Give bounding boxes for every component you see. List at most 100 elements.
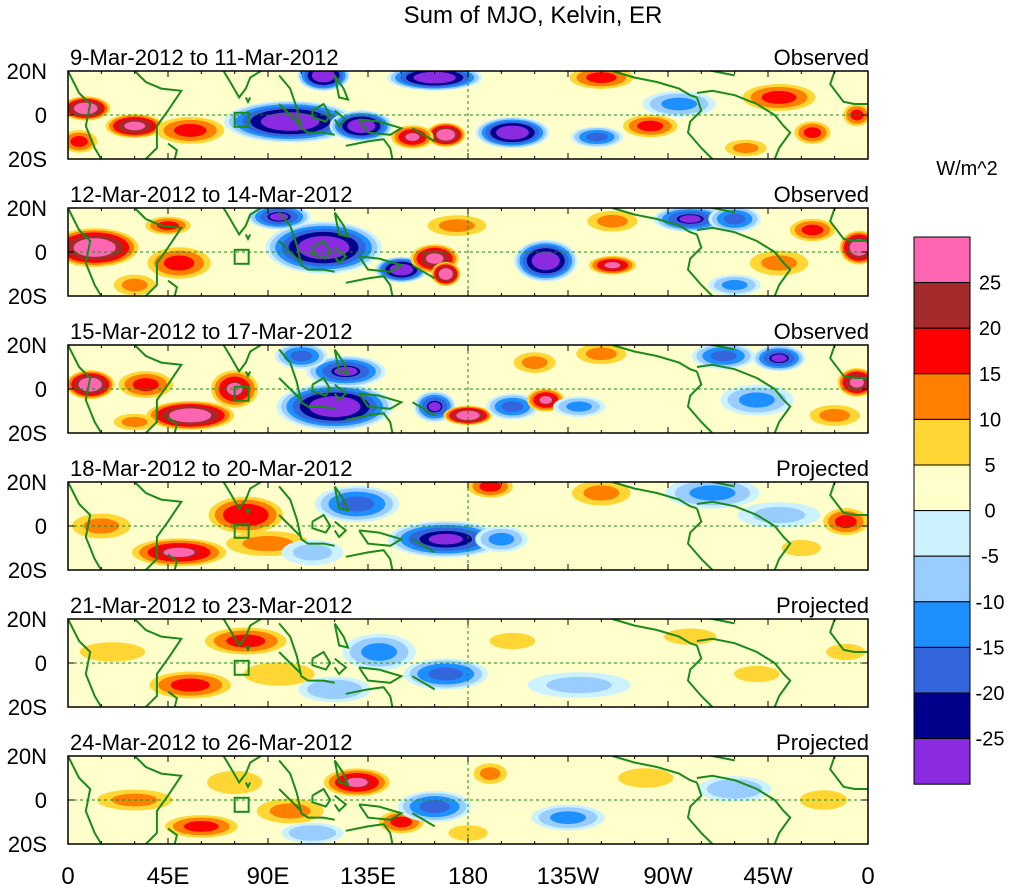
coastline — [311, 787, 332, 808]
y-tick-label: 20N — [7, 470, 47, 495]
coastline — [411, 675, 436, 691]
coastline — [411, 127, 436, 143]
coastline — [311, 650, 332, 671]
contour-extreme — [317, 399, 352, 414]
anomaly-blob — [113, 413, 156, 431]
coastline — [345, 412, 394, 433]
contour-extreme — [539, 396, 552, 404]
anomaly-blob — [314, 485, 399, 523]
anomaly-field — [68, 208, 868, 296]
contour-level — [721, 279, 748, 291]
anomaly-blob — [243, 662, 315, 686]
anomaly-blob — [642, 91, 716, 117]
anomaly-blob — [618, 768, 674, 788]
panel-status: Projected — [776, 593, 869, 618]
contour-level — [292, 544, 333, 561]
colorbar-swatch — [913, 464, 971, 512]
contour-extreme — [460, 412, 476, 419]
coastline — [612, 482, 698, 510]
anomaly-blob — [749, 250, 809, 276]
anomaly-blob — [569, 71, 634, 89]
anomaly-blob — [448, 825, 488, 841]
contour-level — [183, 821, 219, 832]
anomaly-blob — [149, 671, 232, 699]
coastline — [411, 538, 436, 554]
anomaly-blob — [113, 274, 156, 296]
coastline — [133, 208, 184, 296]
contour-level — [170, 678, 210, 692]
anomaly-blob — [275, 345, 328, 370]
anomaly-blob — [692, 345, 756, 370]
contour-level — [597, 214, 628, 228]
x-tick-label: 45W — [743, 863, 793, 889]
panel-5: 20N 0 20S 21-Mar-2012 to 23-Mar-2012 Project… — [7, 593, 869, 720]
anomaly-blob — [720, 384, 794, 416]
contour-extreme — [439, 130, 452, 139]
colorbar-label: -5 — [981, 546, 999, 568]
anomaly-blob — [576, 345, 627, 365]
x-axis: 0 45E 90E 135E 180 135W 90W 45W 0 — [61, 863, 874, 889]
coastline — [167, 827, 179, 844]
contour-level — [288, 825, 337, 841]
anomaly-field — [68, 71, 868, 157]
x-tick-label: 135E — [340, 863, 396, 889]
anomaly-blob — [809, 405, 860, 426]
contour-extreme — [270, 115, 310, 128]
coastline — [244, 233, 252, 242]
contour-level — [546, 676, 612, 694]
anomaly-blob — [839, 230, 868, 265]
anomaly-blob — [781, 539, 821, 557]
coastline — [133, 619, 184, 707]
coastline — [244, 507, 252, 516]
anomaly-blob — [789, 218, 836, 242]
colorbar-label: 20 — [979, 318, 1001, 340]
region-box — [233, 248, 250, 265]
contour-level — [438, 219, 475, 232]
anomaly-blob — [698, 776, 772, 802]
contour-extreme — [176, 410, 205, 421]
contour-level — [801, 224, 824, 236]
coastline — [278, 485, 335, 547]
contour-level — [448, 825, 488, 841]
region-box — [233, 796, 250, 813]
x-tick-label: 135W — [537, 863, 600, 889]
anomaly-blob — [623, 114, 678, 138]
contour-level — [689, 485, 736, 501]
contour-level — [489, 632, 536, 650]
colorbar-label: -10 — [976, 592, 1005, 614]
contour-level — [585, 347, 617, 361]
panel-date-range: 9-Mar-2012 to 11-Mar-2012 — [70, 45, 339, 70]
anomaly-blob — [826, 643, 866, 661]
anomaly-blob — [387, 71, 483, 91]
coastline — [829, 619, 868, 653]
contour-extreme — [428, 533, 463, 545]
anomaly-blob — [473, 763, 507, 784]
contour-level — [732, 142, 759, 154]
panel-status: Observed — [774, 45, 869, 70]
anomaly-blob — [131, 538, 227, 567]
panel-date-range: 24-Mar-2012 to 26-Mar-2012 — [70, 730, 352, 755]
anomaly-blob — [724, 139, 767, 157]
panel-4: 20N 0 20S 18-Mar-2012 to 20-Mar-2012 Project… — [7, 456, 869, 583]
anomaly-blob — [403, 658, 488, 690]
colorbar-swatch — [913, 555, 971, 603]
contour-extreme — [346, 777, 368, 788]
anomaly-blob — [208, 496, 284, 534]
coastline — [358, 666, 404, 684]
coastline — [668, 756, 735, 762]
anomaly-blob — [306, 355, 386, 388]
panel-date-range: 18-Mar-2012 to 20-Mar-2012 — [70, 456, 352, 481]
anomaly-blob — [387, 520, 504, 558]
coastline — [311, 239, 332, 260]
anomaly-blob — [475, 526, 528, 553]
colorbar-label: -25 — [976, 729, 1005, 751]
region-box — [233, 111, 250, 128]
anomaly-blob — [708, 208, 761, 233]
coastline — [311, 376, 332, 397]
contour-extreme — [771, 354, 787, 363]
coastline — [411, 264, 436, 280]
contour-level — [707, 779, 763, 799]
coastline — [278, 74, 335, 136]
coastline — [358, 803, 404, 821]
coastline — [612, 208, 698, 236]
